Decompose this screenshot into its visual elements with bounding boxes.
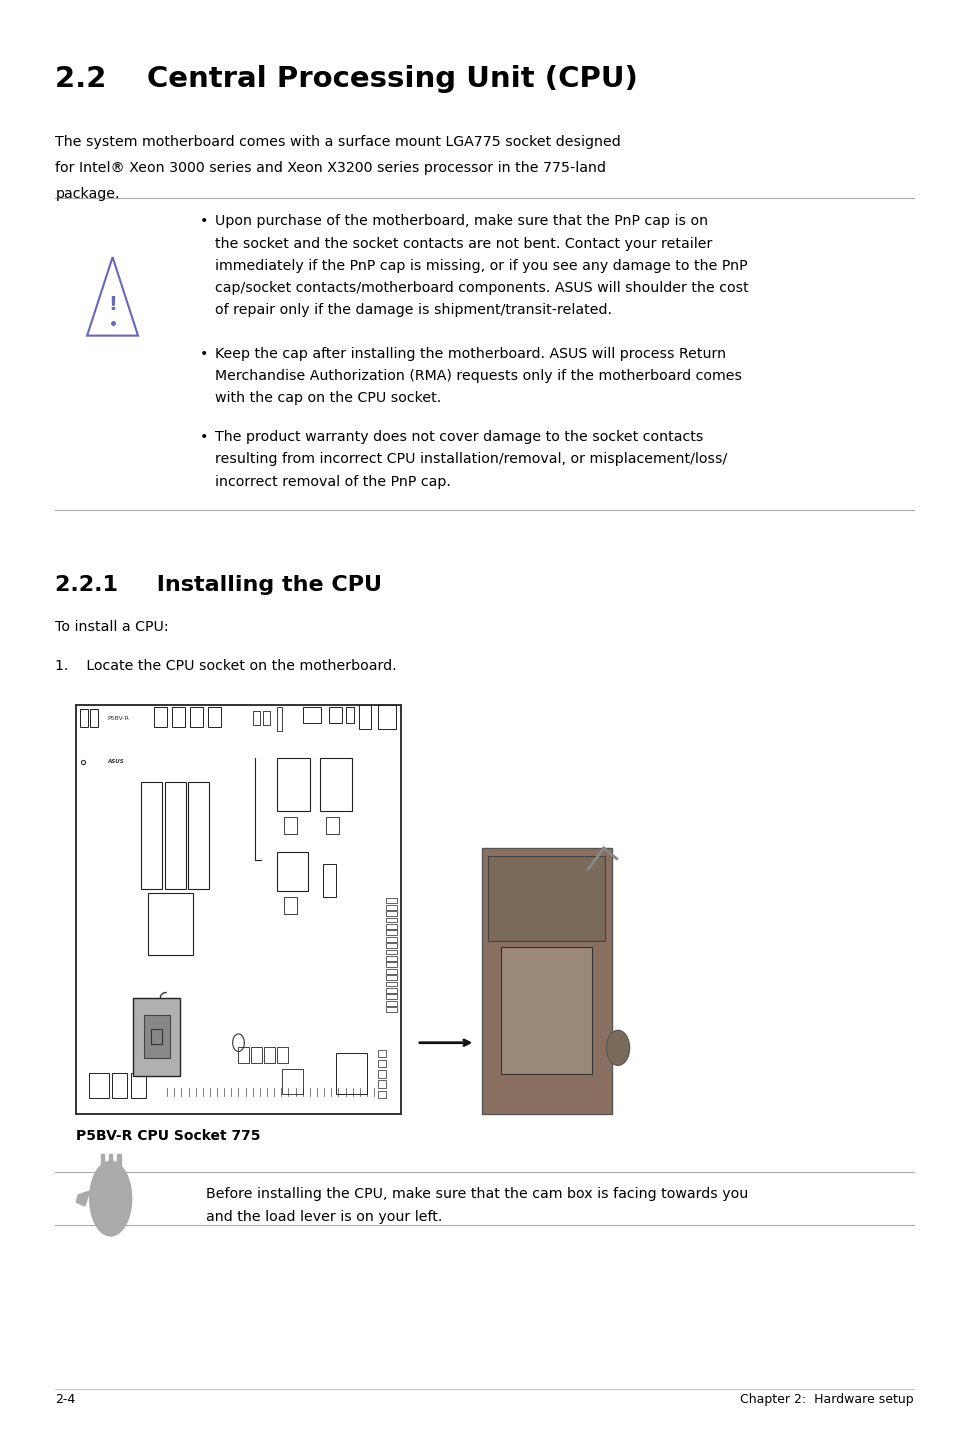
Text: and the load lever is on your left.: and the load lever is on your left. [206,1211,442,1224]
Text: P5BV-R: P5BV-R [107,716,129,722]
Text: Upon purchase of the motherboard, make sure that the PnP cap is on: Upon purchase of the motherboard, make s… [214,214,707,229]
Text: cap/socket contacts/motherboard components. ASUS will shoulder the cost: cap/socket contacts/motherboard componen… [214,282,747,295]
Polygon shape [100,1153,104,1172]
Text: Merchandise Authorization (RMA) requests only if the motherboard comes: Merchandise Authorization (RMA) requests… [214,370,740,383]
Text: To install a CPU:: To install a CPU: [55,620,169,634]
Text: Keep the cap after installing the motherboard. ASUS will process Return: Keep the cap after installing the mother… [214,347,725,361]
Text: package.: package. [55,187,120,201]
Text: Chapter 2:  Hardware setup: Chapter 2: Hardware setup [740,1393,913,1406]
Text: •: • [200,430,209,444]
Text: of repair only if the damage is shipment/transit-related.: of repair only if the damage is shipment… [214,303,611,318]
Text: 2.2    Central Processing Unit (CPU): 2.2 Central Processing Unit (CPU) [55,65,638,92]
Polygon shape [87,257,138,335]
Text: Before installing the CPU, make sure that the cam box is facing towards you: Before installing the CPU, make sure tha… [206,1188,747,1201]
Text: with the cap on the CPU socket.: with the cap on the CPU socket. [214,391,440,406]
Text: The product warranty does not cover damage to the socket contacts: The product warranty does not cover dama… [214,430,702,444]
Text: The system motherboard comes with a surface mount LGA775 socket designed: The system motherboard comes with a surf… [55,135,620,150]
Text: •: • [200,347,209,361]
Text: 2-4: 2-4 [55,1393,75,1406]
Text: •: • [200,214,209,229]
Text: P5BV-R CPU Socket 775: P5BV-R CPU Socket 775 [76,1129,260,1143]
Text: for Intel® Xeon 3000 series and Xeon X3200 series processor in the 775-land: for Intel® Xeon 3000 series and Xeon X32… [55,161,606,175]
Text: ASUS: ASUS [107,759,124,765]
Circle shape [606,1030,629,1066]
Text: 2.2.1     Installing the CPU: 2.2.1 Installing the CPU [55,575,382,595]
Text: immediately if the PnP cap is missing, or if you see any damage to the PnP: immediately if the PnP cap is missing, o… [214,259,746,273]
FancyBboxPatch shape [481,848,611,1114]
Text: the socket and the socket contacts are not bent. Contact your retailer: the socket and the socket contacts are n… [214,236,711,250]
Polygon shape [76,1191,90,1206]
FancyBboxPatch shape [488,856,604,942]
Text: 1.    Locate the CPU socket on the motherboard.: 1. Locate the CPU socket on the motherbo… [55,659,396,673]
FancyBboxPatch shape [132,998,180,1076]
Text: resulting from incorrect CPU installation/removal, or misplacement/loss/: resulting from incorrect CPU installatio… [214,452,726,466]
Text: !: ! [108,295,117,315]
Polygon shape [117,1153,121,1172]
Polygon shape [90,1162,132,1235]
Text: incorrect removal of the PnP cap.: incorrect removal of the PnP cap. [214,475,450,489]
FancyBboxPatch shape [500,946,592,1074]
FancyBboxPatch shape [144,1015,170,1058]
Polygon shape [109,1153,112,1172]
